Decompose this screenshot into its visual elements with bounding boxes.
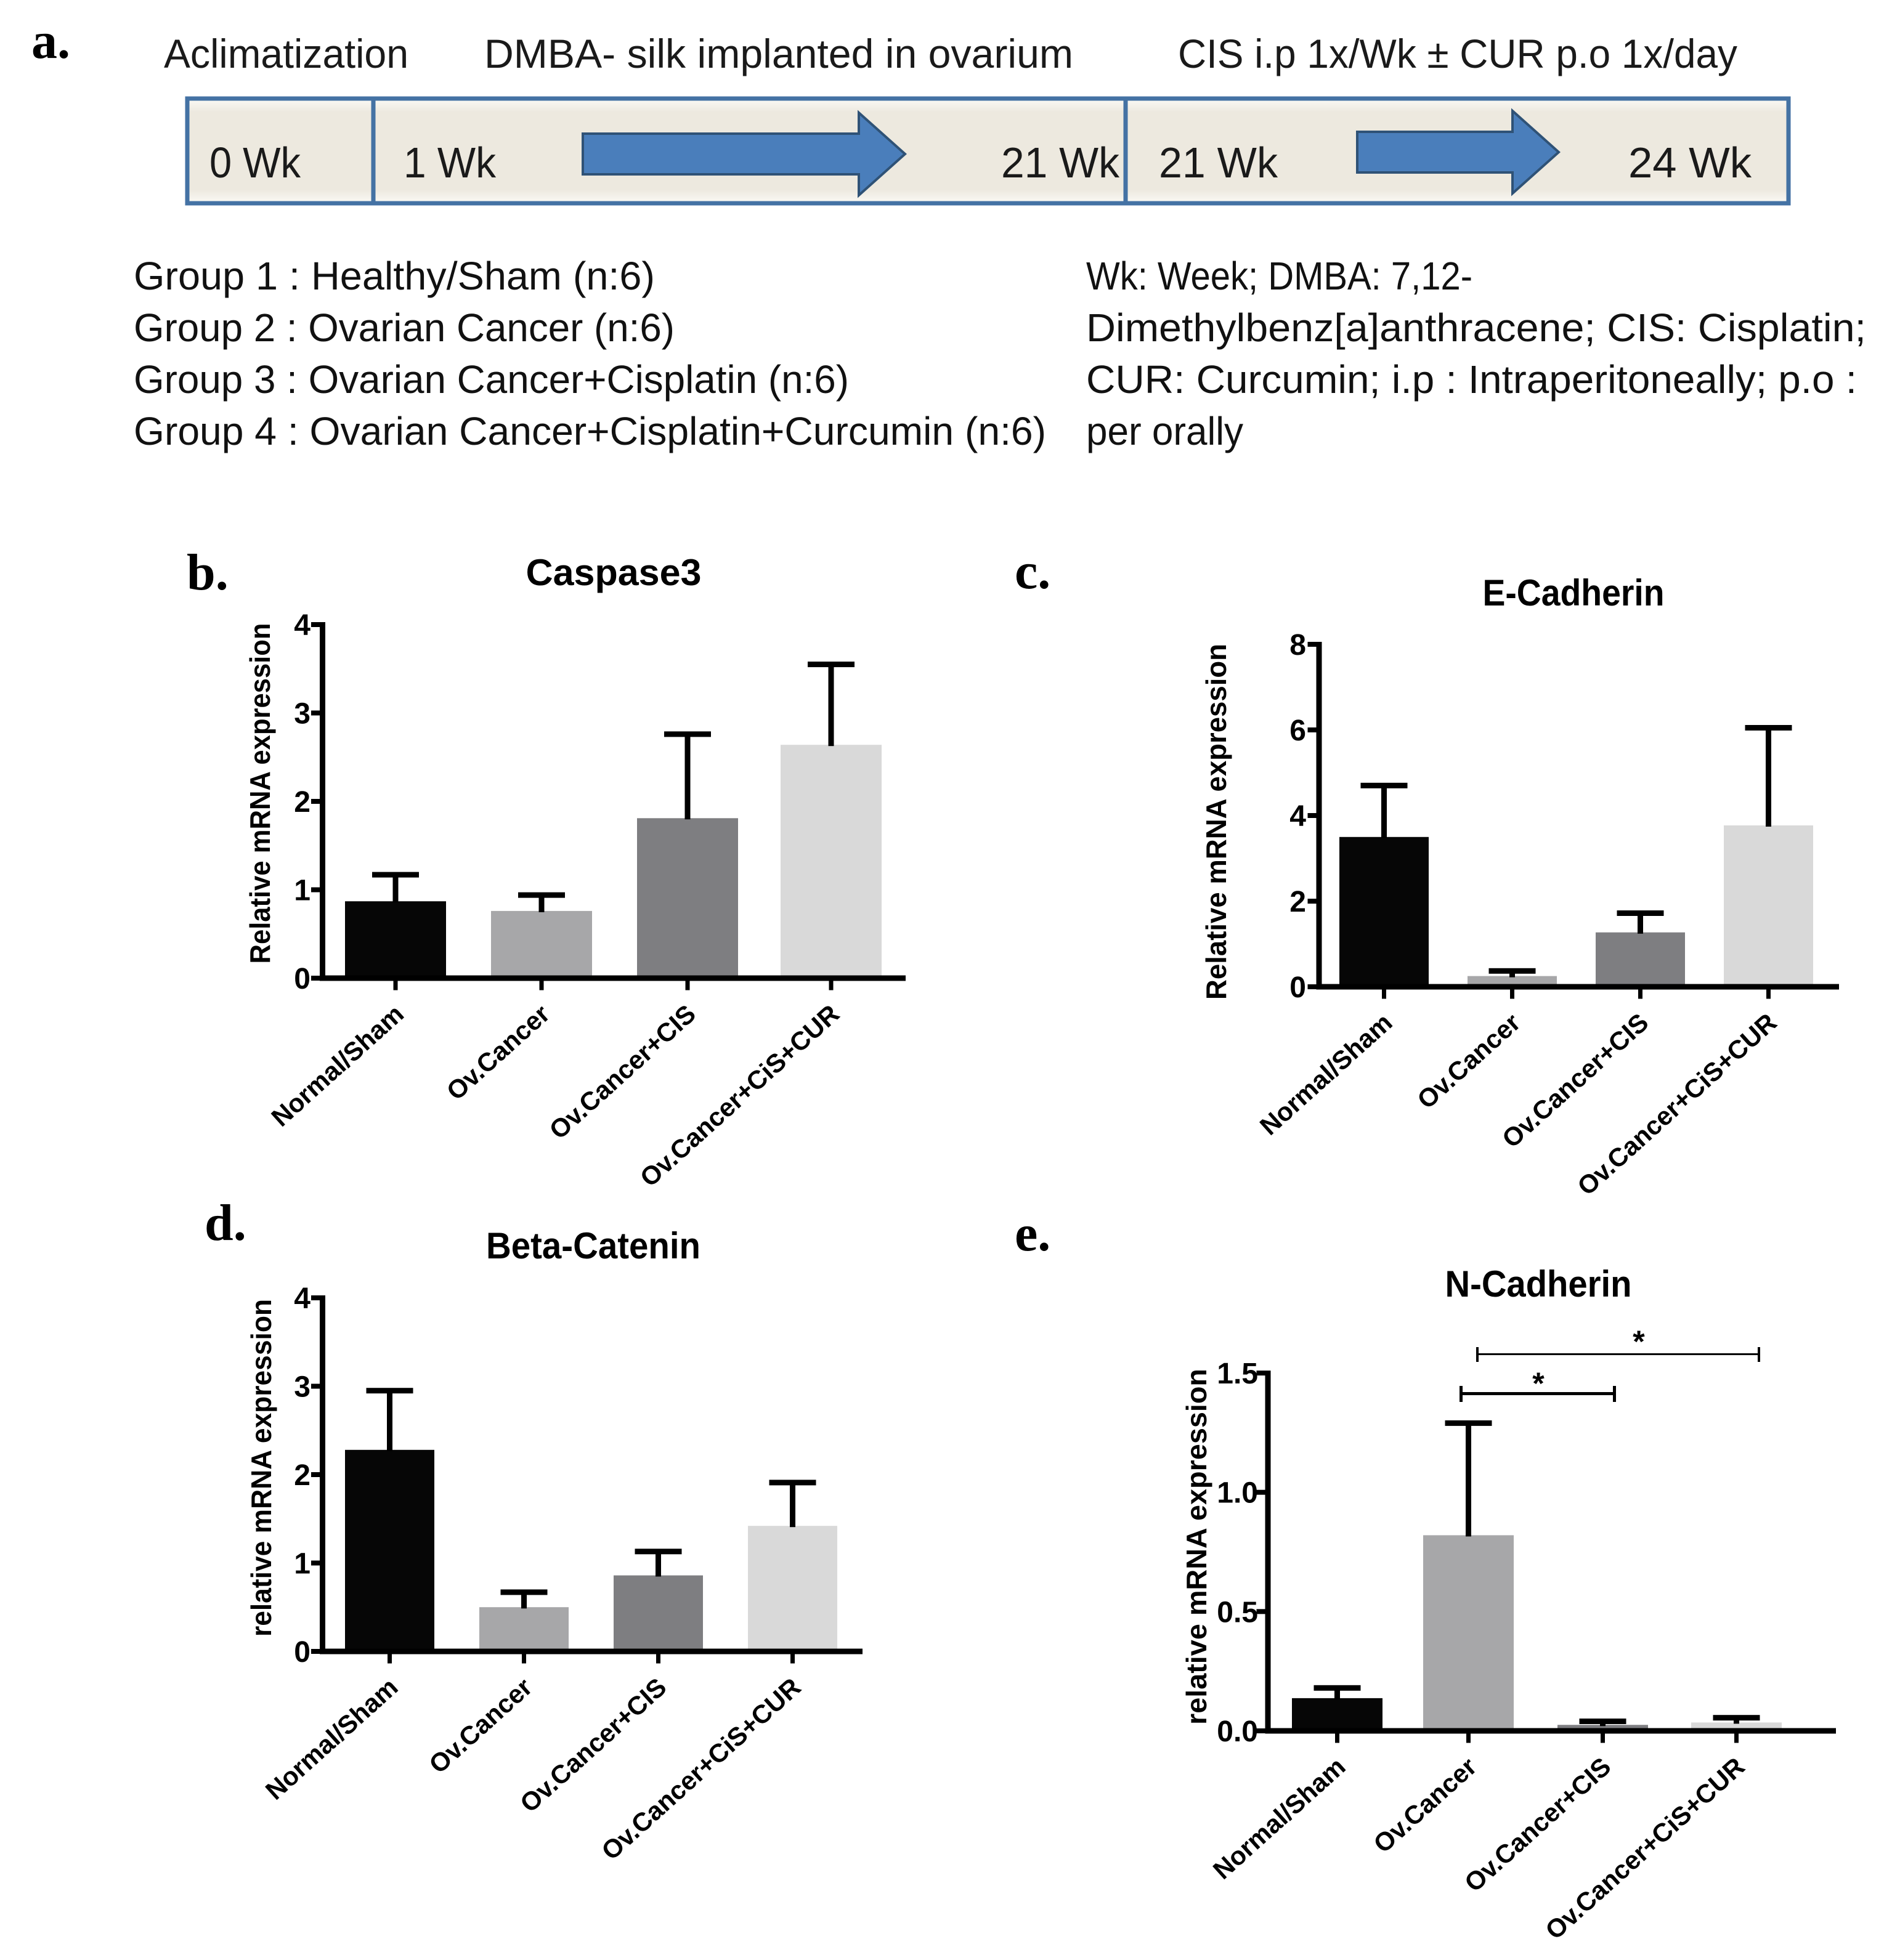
svg-text:relative mRNA expression: relative mRNA expression xyxy=(245,1299,277,1637)
svg-text:Group 1 : Healthy/Sham (n:6): Group 1 : Healthy/Sham (n:6) xyxy=(134,254,655,298)
svg-text:2: 2 xyxy=(1289,886,1306,918)
svg-text:b.: b. xyxy=(187,544,229,601)
svg-text:21 Wk: 21 Wk xyxy=(1159,139,1278,187)
svg-text:Dimethylbenz[a]anthracene; CIS: Dimethylbenz[a]anthracene; CIS: Cisplati… xyxy=(1086,306,1866,350)
svg-text:3: 3 xyxy=(294,698,311,731)
svg-text:d.: d. xyxy=(205,1194,246,1252)
svg-text:CUR: Curcumin; i.p : Intraperi: CUR: Curcumin; i.p : Intraperitoneally; … xyxy=(1086,357,1857,402)
svg-text:1: 1 xyxy=(294,1548,311,1581)
svg-text:N-Cadherin: N-Cadherin xyxy=(1445,1263,1632,1305)
svg-text:8: 8 xyxy=(1289,629,1306,662)
svg-text:1 Wk: 1 Wk xyxy=(404,139,497,187)
svg-text:21 Wk: 21 Wk xyxy=(1001,139,1120,187)
svg-text:1.0: 1.0 xyxy=(1217,1477,1258,1510)
svg-text:0 Wk: 0 Wk xyxy=(209,139,301,187)
svg-text:4: 4 xyxy=(1289,800,1306,833)
svg-text:6: 6 xyxy=(1289,715,1306,747)
svg-text:1: 1 xyxy=(294,875,311,907)
svg-text:Relative mRNA expression: Relative mRNA expression xyxy=(244,623,276,964)
svg-text:E-Cadherin: E-Cadherin xyxy=(1483,572,1665,614)
svg-text:e.: e. xyxy=(1015,1205,1050,1262)
svg-text:24 Wk: 24 Wk xyxy=(1628,139,1752,187)
svg-text:a.: a. xyxy=(31,12,70,70)
svg-text:3: 3 xyxy=(294,1371,311,1404)
svg-text:Wk: Week; DMBA: 7,12-: Wk: Week; DMBA: 7,12- xyxy=(1086,254,1472,298)
svg-text:Group 2 : Ovarian Cancer (n:6): Group 2 : Ovarian Cancer (n:6) xyxy=(134,306,675,350)
svg-text:0: 0 xyxy=(1289,971,1306,1004)
svg-text:CIS i.p 1x/Wk ± CUR p.o 1x/day: CIS i.p 1x/Wk ± CUR p.o 1x/day xyxy=(1178,31,1737,76)
svg-text:Group 3 : Ovarian Cancer+Cispl: Group 3 : Ovarian Cancer+Cisplatin (n:6) xyxy=(134,357,849,402)
svg-text:4: 4 xyxy=(294,609,311,642)
svg-text:c.: c. xyxy=(1015,543,1050,600)
svg-text:Caspase3: Caspase3 xyxy=(526,552,702,593)
svg-text:0.5: 0.5 xyxy=(1217,1596,1258,1629)
svg-text:per orally: per orally xyxy=(1086,409,1243,453)
svg-text:DMBA- silk implanted in ovariu: DMBA- silk implanted in ovarium xyxy=(484,31,1073,76)
svg-text:0: 0 xyxy=(294,963,311,995)
svg-text:*: * xyxy=(1633,1324,1645,1359)
svg-text:2: 2 xyxy=(294,1459,311,1492)
svg-text:Group 4 : Ovarian Cancer+Cispl: Group 4 : Ovarian Cancer+Cisplatin+Curcu… xyxy=(134,409,1046,453)
svg-text:0.0: 0.0 xyxy=(1217,1715,1258,1748)
svg-text:Relative mRNA expression: Relative mRNA expression xyxy=(1200,644,1232,1000)
svg-text:Beta-Catenin: Beta-Catenin xyxy=(486,1225,700,1266)
svg-text:2: 2 xyxy=(294,786,311,819)
svg-text:0: 0 xyxy=(294,1636,311,1669)
svg-text:1.5: 1.5 xyxy=(1217,1358,1258,1390)
svg-text:Aclimatization: Aclimatization xyxy=(164,31,408,76)
svg-text:*: * xyxy=(1532,1366,1545,1401)
svg-text:relative mRNA expression: relative mRNA expression xyxy=(1180,1369,1212,1725)
svg-text:4: 4 xyxy=(294,1282,311,1315)
